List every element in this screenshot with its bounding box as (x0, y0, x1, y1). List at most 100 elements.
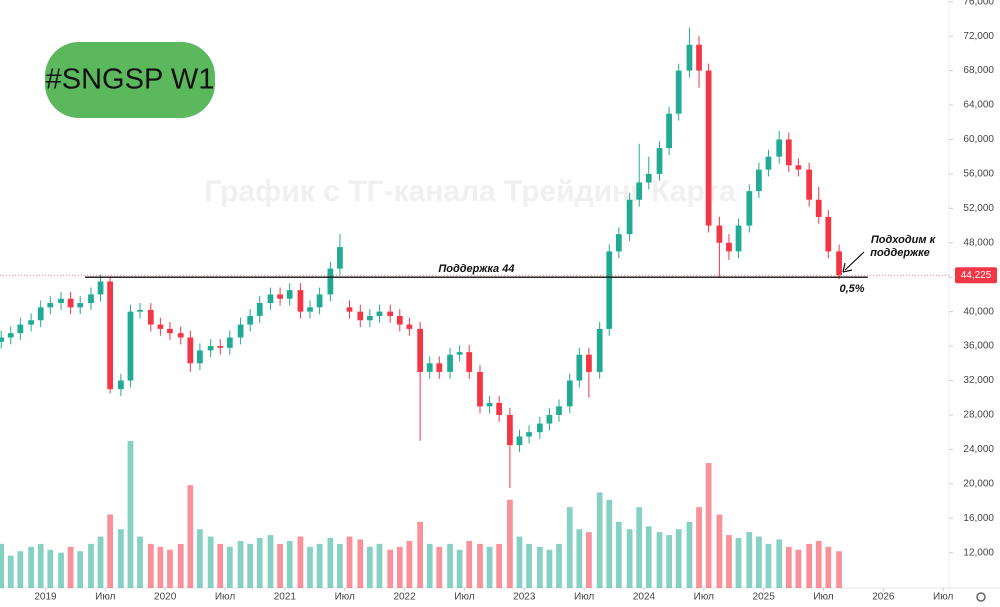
candle-body (576, 354, 583, 381)
candle-body (536, 423, 543, 433)
volume-bar (716, 514, 723, 588)
volume-bar (507, 499, 513, 588)
volume-bar (157, 546, 164, 588)
candle-body (366, 315, 373, 321)
volume-bar (366, 546, 373, 588)
volume-bar (376, 543, 383, 588)
volume-bar (197, 529, 203, 588)
x-tick-label: Июл (574, 592, 594, 603)
volume-bar (346, 536, 353, 588)
candle-body (256, 303, 263, 316)
volume-bar (387, 549, 394, 588)
settings-icon[interactable] (976, 592, 986, 602)
volume-bar (636, 507, 643, 588)
candle-body (88, 294, 94, 304)
last-price-label: 44,225 (961, 270, 992, 281)
volume-bar (207, 536, 214, 588)
candle-body (636, 182, 643, 200)
candle-body (765, 156, 772, 170)
candle-body (746, 191, 753, 226)
volume-bar (785, 546, 792, 588)
volume-bar (696, 507, 702, 588)
y-tick-label: 12,000 (963, 547, 994, 558)
y-tick-label: 36,000 (963, 341, 994, 352)
volume-bar (536, 546, 543, 588)
x-tick-label: Июл (933, 592, 953, 603)
candle-body (825, 216, 832, 252)
candle-body (147, 309, 154, 325)
volume-bar (118, 529, 124, 588)
candle-body (297, 290, 304, 312)
x-tick-label: 2026 (872, 592, 895, 603)
volume-bar (556, 543, 562, 588)
candle-body (157, 324, 164, 329)
volume-bar (615, 521, 622, 588)
volume-bar (37, 543, 44, 588)
x-tick-label: 2022 (393, 592, 416, 603)
volume-bar (137, 536, 143, 588)
volume-bar (286, 540, 293, 588)
candle-body (97, 281, 104, 295)
volume-bar (256, 538, 263, 588)
volume-bar (825, 546, 832, 588)
volume-bar (726, 535, 732, 588)
y-tick-label: 20,000 (963, 478, 994, 489)
candle-body (426, 363, 433, 372)
candle-body (556, 406, 562, 415)
volume-bar (147, 543, 154, 588)
candle-body (58, 298, 64, 304)
candle-body (37, 307, 44, 321)
candle-body (167, 328, 173, 334)
candle-body (267, 294, 274, 304)
candle-body (696, 44, 702, 71)
candle-body (187, 337, 194, 364)
volume-bar (247, 543, 254, 588)
x-tick-label: Июл (335, 592, 355, 603)
candle-body (0, 337, 5, 342)
volume-bar (675, 529, 682, 588)
volume-bar (67, 546, 74, 588)
volume-bar (496, 543, 503, 588)
candle-body (566, 380, 573, 407)
candle-body (316, 294, 323, 308)
watermark: График с ТГ-канала Трейдинг Карта (204, 175, 736, 208)
volume-bar (705, 463, 712, 588)
candle-body (417, 328, 424, 372)
volume-bar (656, 532, 663, 588)
volume-bar (0, 543, 5, 588)
candle-body (686, 44, 693, 71)
candle-body (776, 139, 783, 157)
candle-body (337, 247, 343, 269)
candle-body (346, 307, 353, 312)
volume-bar (626, 529, 633, 588)
candle-body (735, 225, 742, 252)
support-label: Поддержка 44 (438, 263, 514, 275)
volume-bar (406, 540, 413, 588)
volume-bar (396, 546, 403, 588)
y-tick-label: 52,000 (963, 203, 994, 214)
candle-body (67, 298, 74, 308)
volume-bar (735, 538, 742, 588)
candle-body (546, 414, 553, 424)
volume-bar (776, 539, 783, 588)
volume-bar (127, 441, 134, 588)
candle-body (785, 139, 792, 166)
candle-body (197, 350, 203, 364)
y-tick-label: 40,000 (963, 306, 994, 317)
volume-bar (17, 551, 24, 588)
candle-body (815, 199, 822, 217)
candle-body (107, 281, 113, 390)
volume-bar (237, 540, 244, 588)
last-price-box (955, 267, 997, 284)
volume-bar (516, 536, 523, 588)
volume-bar (486, 546, 493, 588)
candle-body (127, 311, 134, 381)
candle-body (217, 346, 224, 348)
candle-body (28, 320, 34, 325)
volume-bar (756, 536, 762, 588)
candle-body (615, 234, 622, 252)
candle-body (286, 290, 293, 299)
volume-bar (606, 499, 613, 588)
x-tick-label: Июл (694, 592, 714, 603)
candle-body (586, 354, 592, 372)
